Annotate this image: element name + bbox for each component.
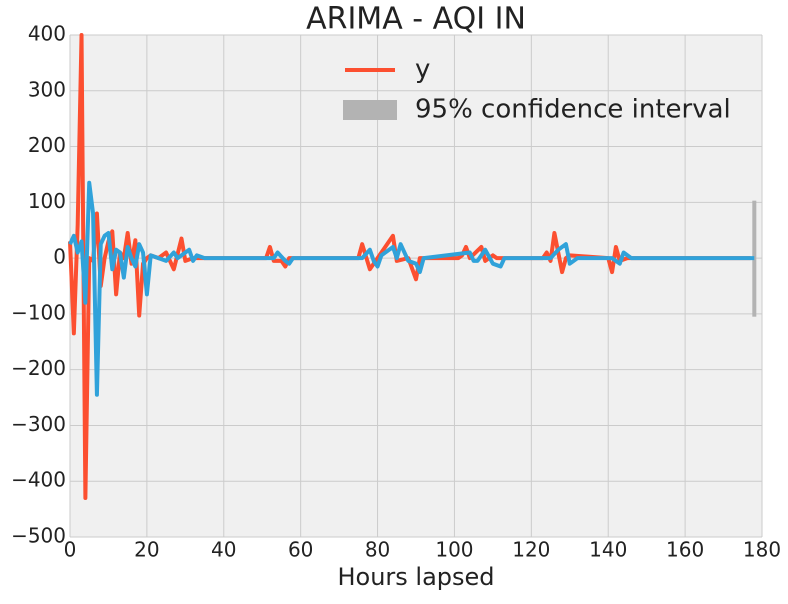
x-tick-label: 120 [512,538,550,562]
x-tick-label: 80 [365,538,390,562]
legend: y 95% confidence interval [343,55,731,125]
marks [68,33,757,500]
chart-title: ARIMA - AQI IN [306,2,526,37]
x-tick-label: 60 [288,538,313,562]
legend-label: y [415,55,430,85]
x-tick-label: 40 [211,538,236,562]
y-tick-label: −300 [11,412,66,436]
x-tick-label: 160 [666,538,704,562]
y-tick-label: −500 [11,524,66,548]
x-tick-label: 180 [743,538,781,562]
x-tick-label: 0 [64,538,77,562]
y-tick-label: −400 [11,468,66,492]
legend-swatch [343,100,397,120]
y-tick-label: 200 [28,133,66,157]
y-tick-label: 400 [28,22,66,46]
y-tick-label: 100 [28,189,66,213]
x-tick-label: 100 [435,538,473,562]
x-axis-label: Hours lapsed [337,563,494,591]
line-series [68,180,755,397]
legend-label: 95% confidence interval [415,95,731,125]
x-tick-label: 20 [134,538,159,562]
y-tick-label: −100 [11,300,66,324]
x-tick-label: 140 [589,538,627,562]
y-tick-label: 0 [53,245,66,269]
plot-area [70,35,762,537]
y-tick-label: 300 [28,77,66,101]
axes: 0 20 40 60 80 100 120 140 160 180 −500 −400 −300 −200… [11,22,781,562]
y-tick-label: −200 [11,356,66,380]
